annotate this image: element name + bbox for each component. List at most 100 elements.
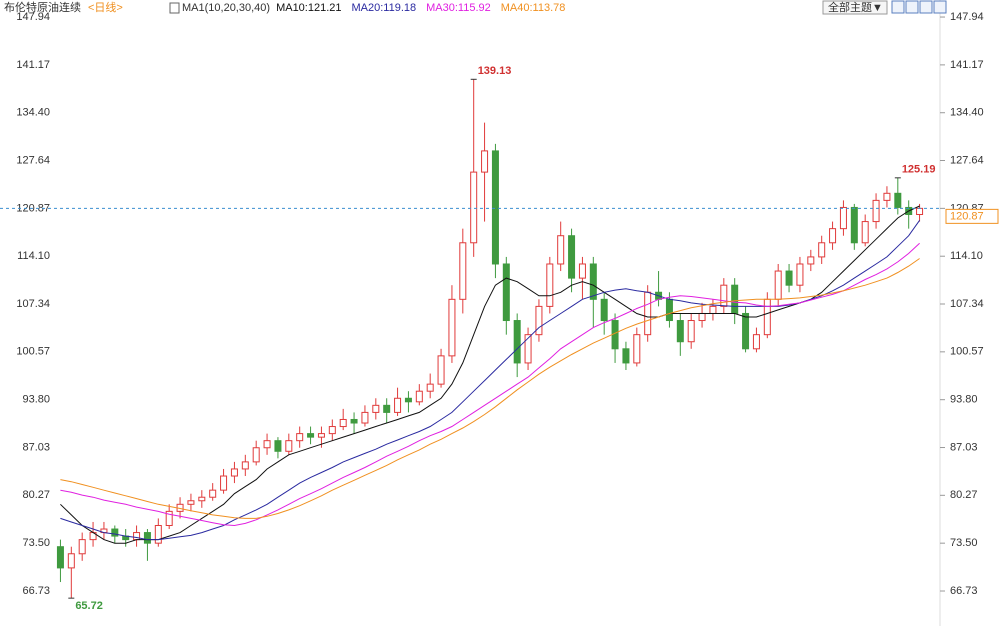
- y-tick-label-right: 127.64: [950, 154, 984, 166]
- candle-body: [426, 383, 434, 392]
- candle-body: [676, 320, 684, 343]
- y-tick-label-right: 73.50: [950, 537, 978, 549]
- candle-body: [578, 263, 586, 279]
- y-tick-label: 114.10: [17, 250, 50, 262]
- tool-button[interactable]: [933, 0, 947, 14]
- y-tick-label: 66.73: [22, 585, 50, 597]
- candle-body: [415, 390, 423, 403]
- candle-body: [883, 192, 891, 201]
- y-tick-label: 120.87: [16, 202, 50, 214]
- candle-body: [752, 334, 760, 350]
- last-price-label: 120.87: [950, 210, 984, 222]
- candle-body: [557, 235, 565, 265]
- candle-body: [763, 298, 771, 336]
- ma-line: [60, 220, 921, 541]
- candle-body: [394, 397, 402, 413]
- candle-body: [56, 546, 64, 569]
- candle-body: [459, 242, 467, 300]
- tool-button[interactable]: [919, 0, 933, 14]
- legend-entry: MA30:115.92: [426, 2, 491, 14]
- candle-body: [894, 192, 902, 208]
- candle-body: [78, 539, 86, 555]
- candle-body: [198, 496, 206, 502]
- y-tick-label-right: 107.34: [950, 298, 984, 310]
- candle-body: [252, 447, 260, 463]
- candle-body: [307, 433, 315, 438]
- candle-body: [633, 334, 641, 364]
- candle-body: [850, 206, 858, 244]
- y-tick-label: 134.40: [16, 107, 50, 119]
- theme-button-label: 全部主题▼: [828, 0, 883, 14]
- candle-body: [361, 411, 369, 424]
- y-tick-label-right: 100.57: [950, 346, 984, 358]
- indicator-label: MA1(10,20,30,40): [182, 2, 270, 14]
- candle-body: [404, 397, 412, 403]
- header: 布伦特原油连续 <日线> MA1(10,20,30,40): [4, 0, 270, 14]
- y-tick-label: 87.03: [22, 441, 50, 453]
- indicator-icon[interactable]: [169, 2, 180, 14]
- candle-body: [513, 320, 521, 364]
- candle-body: [839, 206, 847, 230]
- candle-body: [154, 524, 162, 544]
- toolbar: 全部主题▼: [822, 0, 947, 15]
- ma-line: [60, 258, 920, 519]
- candle-body: [807, 256, 815, 265]
- candle-body: [230, 468, 238, 477]
- candle-body: [829, 228, 837, 244]
- ma-line: [60, 205, 920, 544]
- y-tick-label: 93.80: [22, 394, 50, 406]
- candle-body: [328, 426, 336, 435]
- candle-body: [470, 171, 478, 244]
- candle-body: [111, 528, 119, 537]
- y-tick-label-right: 93.80: [950, 394, 978, 406]
- candle-body: [774, 270, 782, 300]
- candle-body: [622, 348, 630, 364]
- y-tick-label-right: 114.10: [950, 250, 983, 262]
- candle-body: [491, 150, 499, 265]
- y-tick-label-right: 66.73: [950, 585, 978, 597]
- candle-body: [187, 500, 195, 505]
- candle-body: [383, 404, 391, 413]
- candle-body: [589, 263, 597, 300]
- tool-button[interactable]: [905, 0, 919, 14]
- candle-body: [448, 298, 456, 357]
- candle-body: [67, 553, 75, 569]
- y-tick-label: 127.64: [16, 154, 50, 166]
- candle-body: [285, 440, 293, 452]
- candle-body: [785, 270, 793, 286]
- candle-body: [535, 305, 543, 336]
- legend-entry: MA20:119.18: [352, 2, 417, 14]
- candle-body: [317, 433, 325, 438]
- candle-body: [241, 461, 249, 470]
- candle-body: [209, 489, 217, 498]
- candle-body: [861, 221, 869, 244]
- candle-body: [165, 510, 173, 526]
- candle-body: [143, 532, 151, 544]
- tool-button[interactable]: [891, 0, 905, 14]
- y-tick-label: 100.57: [16, 346, 50, 358]
- theme-button[interactable]: [822, 0, 888, 15]
- candle-body: [709, 305, 717, 314]
- chart-title: 布伦特原油连续: [4, 0, 81, 14]
- ma-line: [60, 242, 920, 527]
- candle-body: [687, 320, 695, 343]
- y-tick-label: 73.50: [22, 537, 50, 549]
- candle-body: [731, 284, 739, 314]
- candle-body: [742, 312, 750, 350]
- candle-body: [263, 440, 271, 449]
- candle-body: [133, 532, 141, 541]
- candle-body: [437, 355, 445, 385]
- candle-body: [644, 291, 652, 336]
- y-tick-label-right: 80.27: [950, 489, 978, 501]
- annotation-label: 139.13: [478, 65, 512, 77]
- candle-body: [524, 334, 532, 364]
- candle-body: [350, 418, 358, 424]
- candle-body: [796, 263, 804, 286]
- candle-body: [818, 242, 826, 258]
- candle-body: [720, 284, 728, 307]
- candle-body: [546, 263, 554, 307]
- candle-body: [339, 418, 347, 428]
- y-tick-label-right: 87.03: [950, 441, 978, 453]
- annotation-label: 65.72: [75, 600, 103, 612]
